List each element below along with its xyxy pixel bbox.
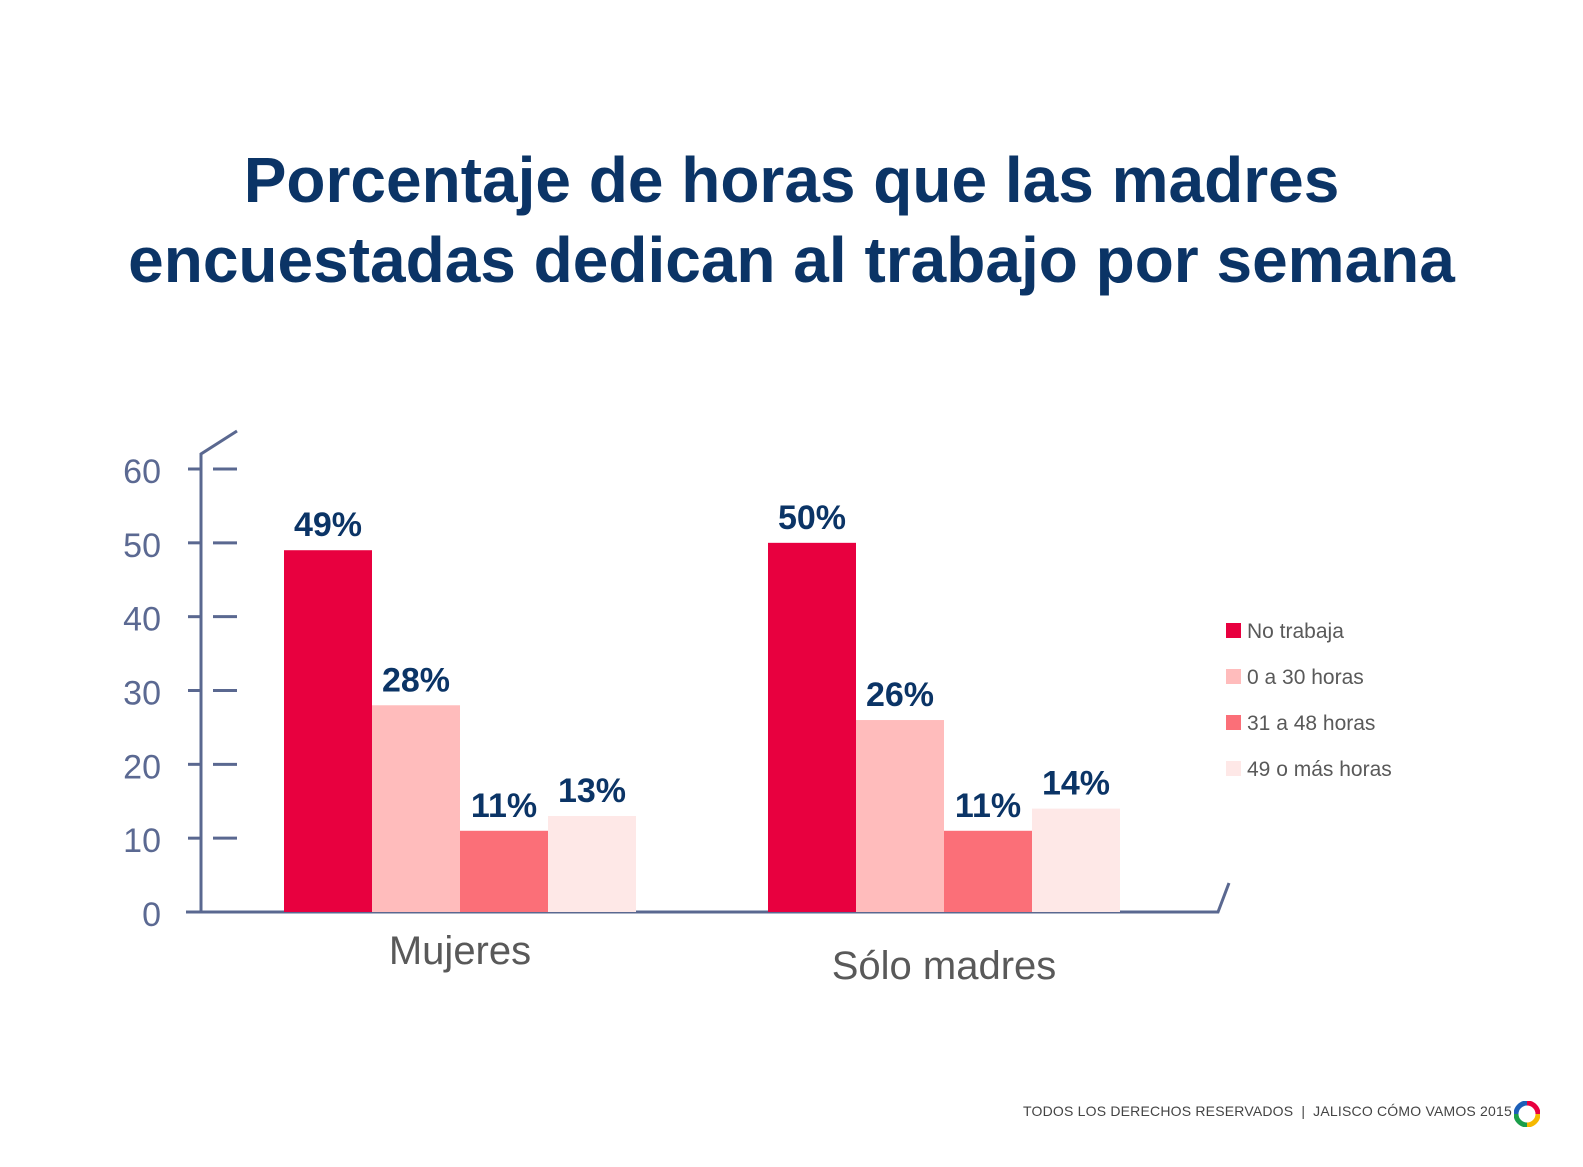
footer-source: JALISCO CÓMO VAMOS 2015 [1313, 1103, 1512, 1119]
footer-separator: | [1301, 1103, 1306, 1119]
chart-title-line-1: Porcentaje de horas que las madres [243, 144, 1340, 216]
category-label: Sólo madres [832, 944, 1057, 988]
y-tick-label: 30 [123, 675, 161, 713]
bar-chart: 0 10 20 30 40 50 60 49% 28% 11% 13% Mujeres 50% 26% 11… [123, 429, 1392, 988]
y-tick-label: 10 [123, 822, 161, 860]
y-tick-label: 50 [123, 527, 161, 565]
bar-2-1 [372, 705, 460, 912]
legend-swatch [1226, 623, 1241, 638]
y-tick-label: 40 [123, 601, 161, 639]
bar-1-1 [284, 550, 372, 912]
category-label: Mujeres [389, 929, 531, 973]
bar-1-2 [768, 542, 856, 912]
bar-value-label: 11% [471, 787, 537, 825]
y-tick-label: 20 [123, 748, 161, 786]
y-tick-label: 60 [123, 453, 161, 491]
bar-value-label: 14% [1042, 765, 1110, 803]
bar-4-1 [548, 816, 636, 912]
bar-2-2 [856, 720, 944, 912]
bar-value-label: 28% [382, 661, 450, 699]
chart-title: Porcentaje de horas que las madres encue… [0, 140, 1583, 300]
legend-label: 31 a 48 horas [1247, 712, 1375, 735]
legend-label: 49 o más horas [1247, 758, 1392, 781]
legend-swatch [1226, 715, 1241, 730]
footer-rights: TODOS LOS DERECHOS RESERVADOS [1023, 1103, 1294, 1119]
bar-value-label: 11% [955, 787, 1021, 825]
bar-value-label: 49% [294, 506, 362, 544]
chart-title-line-2: encuestadas dedican al trabajo por seman… [128, 224, 1455, 296]
bar-value-label: 13% [558, 772, 626, 810]
y-axis-line [199, 429, 238, 912]
legend-swatch [1226, 669, 1241, 684]
bar-value-label: 50% [778, 499, 846, 537]
bar-3-2 [944, 830, 1032, 912]
legend-label: No trabaja [1247, 620, 1344, 643]
y-tick-label: 0 [142, 896, 161, 934]
footer-credits: TODOS LOS DERECHOS RESERVADOS | JALISCO CÓ… [0, 1103, 1512, 1119]
legend-swatch [1226, 761, 1241, 776]
jalisco-como-vamos-logo-icon [1514, 1101, 1540, 1127]
bar-value-label: 26% [866, 676, 934, 714]
bar-3-1 [460, 830, 548, 912]
bar-4-2 [1032, 808, 1120, 912]
legend-label: 0 a 30 horas [1247, 666, 1364, 689]
